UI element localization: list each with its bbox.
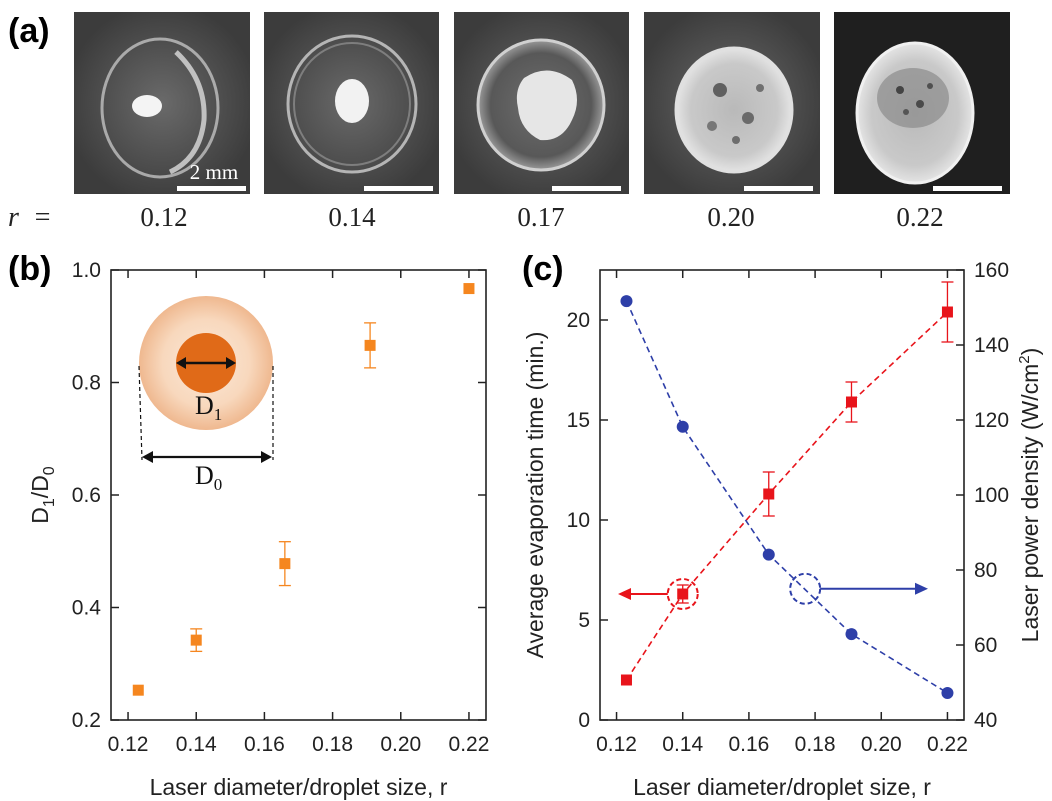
x-tick-label: 0.16 (728, 733, 769, 756)
data-point (941, 687, 954, 699)
y2-tick-label: 120 (974, 409, 1009, 432)
y-tick-label: 1.0 (72, 259, 101, 282)
r-label-3: 0.20 (707, 202, 754, 232)
data-point (620, 295, 633, 308)
y-tick-label: 0.6 (72, 484, 101, 507)
x-tick-label: 0.12 (596, 733, 637, 756)
panel-label-c: (c) (522, 250, 564, 288)
inset-diagram: D1 D0 (138, 296, 274, 494)
data-point (941, 306, 953, 318)
data-point (845, 396, 857, 408)
scale-bar (933, 186, 1002, 191)
y2-tick-label: 80 (974, 559, 997, 582)
y-tick-label: 15 (567, 409, 590, 432)
photo-3 (644, 12, 820, 194)
data-point (763, 488, 775, 500)
data-point (762, 548, 775, 561)
r-row-prefix: r = (8, 202, 52, 233)
data-point (190, 634, 202, 646)
axis-indicator-circle (666, 578, 699, 610)
y2-tick-label: 140 (974, 334, 1009, 357)
inset-d1-label: D1 (195, 391, 222, 424)
scale-bar (177, 186, 246, 191)
y-tick-label: 0.8 (72, 372, 101, 395)
panel-label-a: (a) (8, 12, 50, 50)
chart-c: 0.12 0.14 0.16 0.18 0.20 0.22 0 5 10 15 20 Laser di… (522, 259, 1043, 800)
y-tick-label: 0 (578, 709, 590, 732)
series-line (625, 311, 949, 681)
photo-0: 2 mm (74, 12, 250, 194)
photo-2 (454, 12, 629, 194)
data-point (364, 339, 376, 351)
axis-indicator-arrowhead (915, 582, 928, 595)
x-tick-label: 0.14 (176, 733, 217, 756)
y-tick-label: 5 (578, 609, 590, 632)
series-line (625, 300, 948, 694)
y2-tick-label: 40 (974, 709, 997, 732)
y-tick-label: 0.4 (72, 597, 102, 620)
x-tick-label: 0.22 (449, 733, 490, 756)
x-tick-label: 0.12 (108, 733, 149, 756)
x-tick-label: 0.18 (312, 733, 353, 756)
chart-b: 0.12 0.14 0.16 0.18 0.20 0.22 0.2 0.4 0.6 0.8 1.0 L… (27, 259, 489, 800)
scale-bar (552, 186, 621, 191)
x-tick-label: 0.18 (795, 733, 836, 756)
r-label-0: 0.12 (140, 202, 187, 232)
y2-tick-label: 160 (974, 259, 1009, 282)
data-point (676, 420, 689, 433)
data-point (845, 628, 858, 641)
r-label-4: 0.22 (896, 202, 943, 232)
plot-frame (599, 269, 965, 721)
y-tick-label: 0.2 (72, 709, 101, 732)
data-point (132, 684, 144, 696)
r-label-1: 0.14 (328, 202, 376, 232)
photo-1 (264, 12, 439, 194)
data-point (463, 283, 475, 295)
photo-4 (834, 12, 1010, 194)
x-tick-label: 0.16 (244, 733, 285, 756)
x-tick-label: 0.14 (662, 733, 703, 756)
scale-bar (364, 186, 433, 191)
axis-indicator-arrowhead (618, 588, 631, 600)
panel-label-b: (b) (8, 250, 51, 288)
r-label-2: 0.17 (517, 202, 564, 232)
y-axis-title: Average evaporation time (min.) (522, 332, 548, 659)
x-axis-title: Laser diameter/droplet size, r (150, 774, 448, 800)
y-tick-label: 20 (567, 309, 590, 332)
x-tick-label: 0.20 (380, 733, 421, 756)
scale-bar-label: 2 mm (190, 160, 238, 184)
y2-tick-label: 100 (974, 484, 1009, 507)
y2-tick-label: 60 (974, 634, 997, 657)
data-point (279, 558, 291, 570)
inset-d0-label: D0 (195, 461, 222, 494)
x-axis-title: Laser diameter/droplet size, r (633, 774, 931, 800)
data-point (620, 674, 632, 686)
y-axis-title: D1/D0 (27, 466, 58, 524)
data-point (677, 588, 689, 600)
y2-axis-title: Laser power density (W/cm2) (1016, 348, 1043, 643)
x-tick-label: 0.20 (861, 733, 902, 756)
scale-bar (744, 186, 813, 191)
y-tick-label: 10 (567, 509, 590, 532)
x-tick-label: 0.22 (927, 733, 968, 756)
